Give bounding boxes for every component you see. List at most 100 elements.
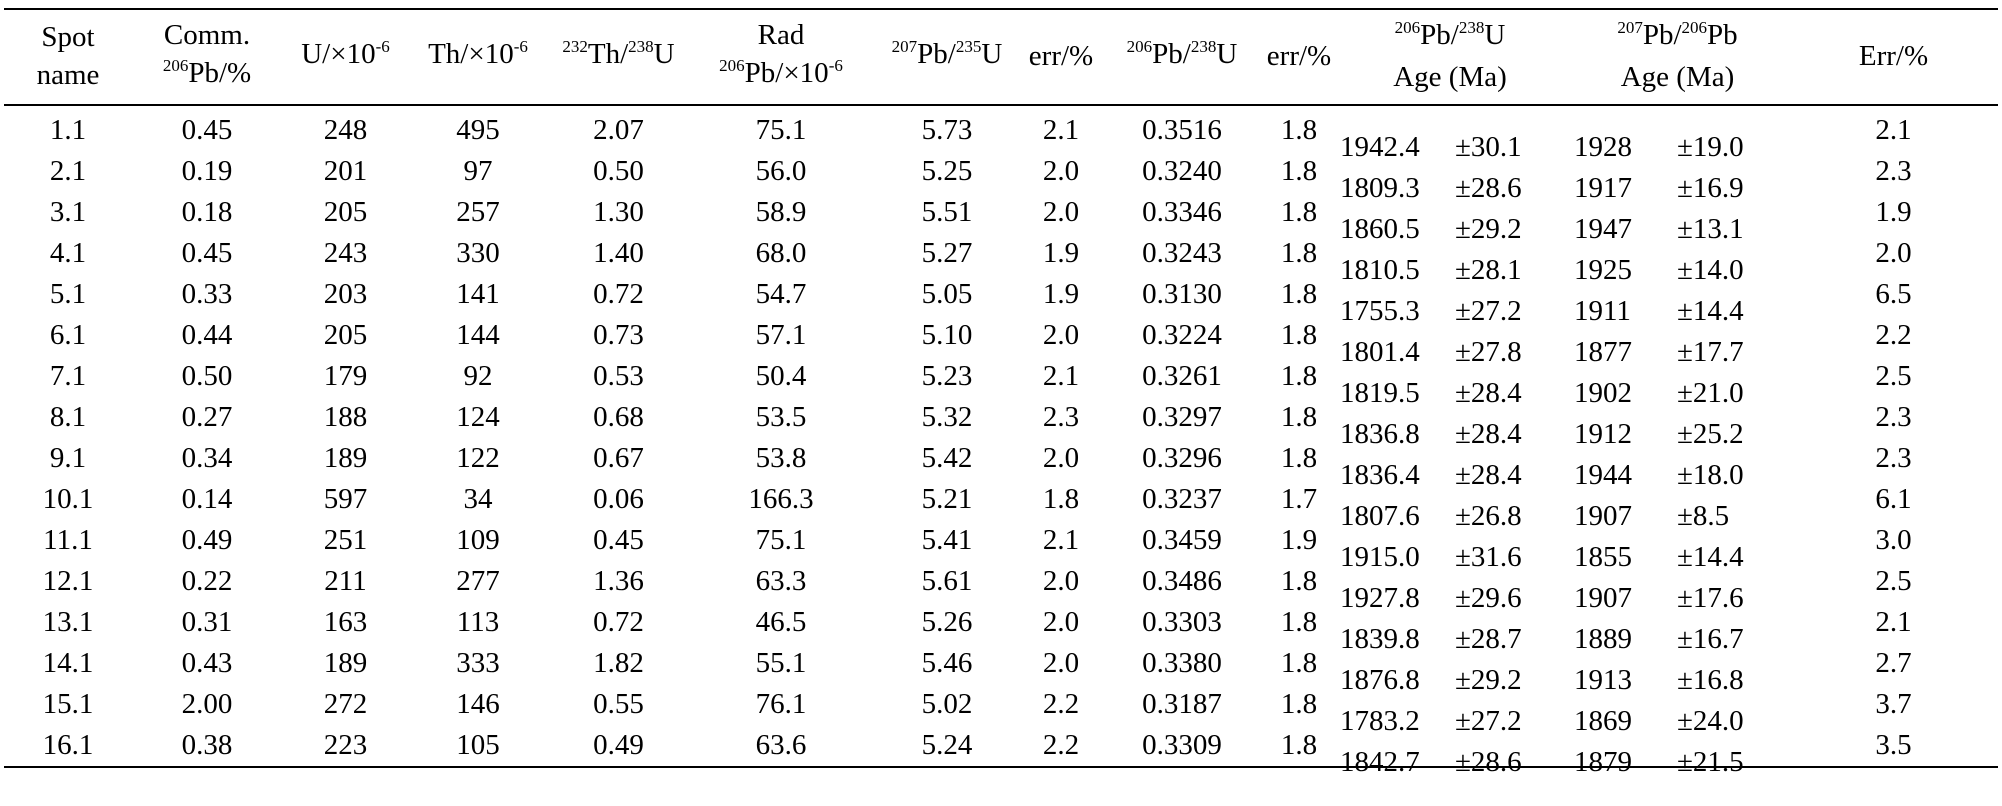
cell-rad-pb: 63.6 (690, 725, 872, 768)
cell-th-u-ratio: 0.53 (593, 360, 644, 392)
table-row: 15.1 2.00 272 146 0.55 76.1 5.02 2.2 0.3187 1.8 17… (4, 684, 1998, 737)
age-error: ±13.1 (1677, 212, 1744, 245)
cell-common-pb: 0.27 (181, 401, 233, 433)
age-error: ±26.8 (1455, 499, 1522, 532)
cell-th-u-ratio: 2.07 (593, 114, 644, 146)
cell-spot-name: 2.1 (49, 155, 87, 187)
cell-rad-pb: 166.3 (748, 483, 814, 515)
cell-th-u-ratio: 0.72 (593, 606, 644, 638)
table-row: 6.1 0.44 205 144 0.73 57.1 5.10 2.0 0.3224 1.8 180… (4, 315, 1998, 368)
cell-pb206-u238: 0.3261 (1142, 360, 1222, 392)
age-value: 1911 (1574, 294, 1631, 327)
age-error: ±14.4 (1677, 294, 1744, 327)
cell-err-3: 2.1 (1875, 606, 1912, 638)
cell-err-1: 2.0 (1042, 647, 1080, 679)
age-value: 1879 (1574, 745, 1632, 778)
age-value: 1917 (1574, 171, 1632, 204)
cell-spot-name: 13.1 (42, 606, 94, 638)
age-error: ±31.6 (1455, 540, 1522, 573)
table-row: 2.1 0.19 201 97 0.50 56.0 5.25 2.0 0.3240 1.8 1809… (4, 151, 1998, 204)
age-value: 1839.8 (1340, 622, 1420, 655)
age-error: ±16.7 (1677, 622, 1744, 655)
cell-err-3: 2.7 (1875, 647, 1912, 679)
cell-th: 124 (456, 401, 500, 433)
cell-pb207-u235: 5.23 (921, 360, 973, 392)
cell-pb207-u235: 5.42 (921, 442, 973, 474)
cell-spot-name: 15.1 (42, 688, 94, 720)
cell-err-1: 2.0 (1042, 565, 1080, 597)
table-row: 10.1 0.14 597 34 0.06 166.3 5.21 1.8 0.3237 1.7 18… (4, 479, 1998, 532)
cell-spot-name: 4.1 (49, 237, 87, 269)
cell-th-u-ratio: 0.67 (593, 442, 644, 474)
cell-age-206-238: 1860.5 ±29.2 (1334, 192, 1566, 245)
cell-err-2: 1.8 (1280, 114, 1318, 146)
cell-err-1: 2.0 (1042, 155, 1080, 187)
cell-age-207-206: 1928 ±19.0 (1566, 105, 1789, 163)
cell-rad-pb: 75.1 (755, 524, 807, 556)
cell-err-3: 2.1 (1875, 114, 1912, 146)
cell-age-206-238: 1876.8 ±29.2 (1334, 643, 1566, 696)
cell-age-206-238: 1927.8 ±29.6 (1334, 561, 1566, 614)
cell-err-1: 2.2 (1022, 725, 1100, 768)
cell-th-u-ratio: 0.73 (593, 319, 644, 351)
age-value: 1944 (1574, 458, 1632, 491)
age-error: ±21.0 (1677, 376, 1744, 409)
cell-th-u-ratio: 1.40 (593, 237, 644, 269)
cell-pb206-u238: 0.3296 (1142, 442, 1222, 474)
cell-err-2: 1.8 (1280, 237, 1318, 269)
cell-u: 205 (323, 196, 368, 228)
table-row: 1.1 0.45 248 495 2.07 75.1 5.73 2.1 0.3516 1.8 194… (4, 105, 1998, 163)
cell-err-2: 1.9 (1280, 524, 1318, 556)
age-value: 1836.4 (1340, 458, 1420, 491)
cell-err-2: 1.8 (1280, 319, 1318, 351)
cell-age-206-238: 1942.4 ±30.1 (1334, 105, 1566, 163)
cell-spot-name: 10.1 (42, 483, 94, 515)
age-value: 1801.4 (1340, 335, 1420, 368)
cell-th-u-ratio: 0.50 (593, 155, 644, 187)
cell-rad-pb: 56.0 (755, 155, 807, 187)
cell-pb206-u238: 0.3187 (1142, 688, 1222, 720)
cell-pb207-u235: 5.24 (872, 725, 1022, 768)
cell-th: 330 (456, 237, 500, 269)
col-header-u: U/×10-6 (301, 37, 390, 70)
cell-err-1: 2.0 (1042, 606, 1080, 638)
cell-u: 251 (323, 524, 368, 556)
cell-rad-pb: 54.7 (755, 278, 807, 310)
age-error: ±29.2 (1455, 212, 1522, 245)
cell-common-pb: 2.00 (181, 688, 233, 720)
age-value: 1836.8 (1340, 417, 1420, 450)
cell-pb207-u235: 5.32 (921, 401, 973, 433)
cell-common-pb: 0.22 (181, 565, 233, 597)
age-error: ±28.6 (1455, 745, 1522, 778)
age-error: ±28.1 (1455, 253, 1522, 286)
cell-common-pb: 0.18 (181, 196, 233, 228)
zircon-data-table: Spot name Comm. 206Pb/% U/×10-6 Th/×10-6 2… (4, 8, 1998, 778)
table-row: 3.1 0.18 205 257 1.30 58.9 5.51 2.0 0.3346 1.8 186… (4, 192, 1998, 245)
col-header-pb207-u235: 207Pb/235U (891, 37, 1003, 70)
cell-spot-name: 14.1 (42, 647, 94, 679)
cell-err-3: 6.1 (1875, 483, 1912, 515)
age-value: 1927.8 (1340, 581, 1420, 614)
cell-err-3: 2.5 (1875, 565, 1912, 597)
cell-err-3: 3.0 (1875, 524, 1912, 556)
cell-pb206-u238: 0.3297 (1142, 401, 1222, 433)
cell-err-2: 1.8 (1280, 401, 1318, 433)
cell-th: 333 (456, 647, 500, 679)
cell-age-207-206: 1917 ±16.9 (1566, 151, 1789, 204)
cell-err-1: 1.9 (1042, 278, 1080, 310)
age-value: 1907 (1574, 581, 1632, 614)
cell-age-207-206: 1907 ±17.6 (1566, 561, 1789, 614)
cell-common-pb: 0.49 (181, 524, 233, 556)
cell-err-3: 2.5 (1875, 360, 1912, 392)
cell-pb206-u238: 0.3240 (1142, 155, 1222, 187)
cell-common-pb: 0.38 (132, 725, 282, 768)
cell-u: 248 (323, 114, 368, 146)
cell-age-207-206: 1902 ±21.0 (1566, 356, 1789, 409)
cell-u: 188 (323, 401, 368, 433)
cell-common-pb: 0.31 (181, 606, 233, 638)
table-row: 11.1 0.49 251 109 0.45 75.1 5.41 2.1 0.3459 1.9 19… (4, 520, 1998, 573)
col-header-spot-name: Spot name (36, 21, 100, 91)
table-row: 5.1 0.33 203 141 0.72 54.7 5.05 1.9 0.3130 1.8 175… (4, 274, 1998, 327)
age-error: ±29.6 (1455, 581, 1522, 614)
col-header-age-207-206: 207Pb/206Pb Age (Ma) (1617, 18, 1738, 93)
